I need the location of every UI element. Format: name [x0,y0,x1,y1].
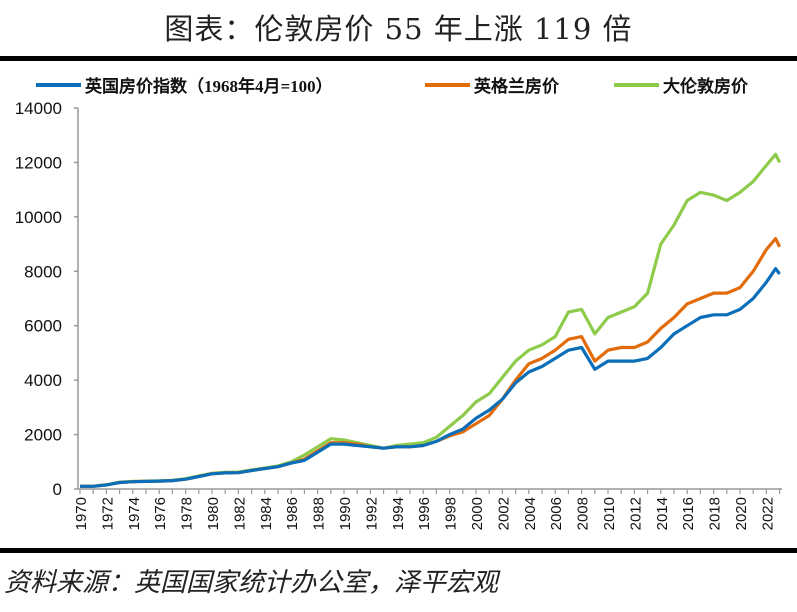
x-tick-label: 1998 [443,497,460,530]
y-tick-label: 4000 [24,371,62,390]
x-tick-label: 1984 [258,497,275,530]
legend-swatch-orange [425,82,470,87]
series-line-1 [80,237,782,488]
legend-item-england: 英格兰房价 [425,72,559,97]
legend-swatch-blue [36,82,81,87]
legend-item-uk-index: 英国房价指数（1968年4月=100） [36,72,333,97]
x-tick-label: 2018 [707,497,724,530]
x-tick-label: 2008 [575,497,592,530]
y-tick-label: 10000 [15,208,62,227]
y-tick-label: 8000 [24,262,62,281]
x-tick-label: 2010 [601,497,618,530]
y-tick-label: 0 [53,480,62,499]
x-tick-label: 2012 [627,497,644,530]
x-tick-label: 2000 [469,497,486,530]
legend-label: 大伦敦房价 [663,77,748,96]
source-note: 资料来源：英国国家统计办公室，泽平宏观 [4,568,499,598]
x-tick-label: 1990 [337,497,354,530]
x-tick-label: 1992 [363,497,380,530]
x-tick-label: 2014 [654,497,671,530]
series-line-0 [80,267,781,488]
x-tick-label: 2022 [759,497,776,530]
x-tick-label: 1996 [416,497,433,530]
series-line-2 [80,152,782,488]
x-tick-label: 1980 [205,497,222,530]
x-tick-label: 2006 [548,497,565,530]
x-tick-label: 1994 [390,497,407,530]
x-tick-label: 1972 [99,497,116,530]
x-tick-label: 1970 [73,497,90,530]
y-tick-label: 2000 [24,426,62,445]
legend-label: 英格兰房价 [474,77,559,96]
legend-swatch-green [614,82,659,87]
legend: 英国房价指数（1968年4月=100） 英格兰房价 大伦敦房价 [0,72,797,96]
y-tick-label: 6000 [24,317,62,336]
x-tick-label: 1988 [311,497,328,530]
chart-title: 图表：伦敦房价 55 年上涨 119 倍 [164,12,633,46]
y-tick-label: 14000 [15,99,62,118]
x-tick-label: 1982 [231,497,248,530]
x-tick-label: 2016 [680,497,697,530]
legend-item-london: 大伦敦房价 [614,72,748,97]
x-tick-label: 2004 [522,497,539,530]
x-tick-label: 1974 [126,497,143,530]
bottom-divider [0,548,797,553]
x-tick-label: 1978 [179,497,196,530]
x-tick-label: 1976 [152,497,169,530]
y-tick-label: 12000 [15,153,62,172]
x-tick-label: 1986 [284,497,301,530]
x-tick-label: 2002 [495,497,512,530]
legend-label: 英国房价指数（1968年4月=100） [85,77,333,96]
x-tick-label: 2020 [733,497,750,530]
top-divider [0,56,797,61]
